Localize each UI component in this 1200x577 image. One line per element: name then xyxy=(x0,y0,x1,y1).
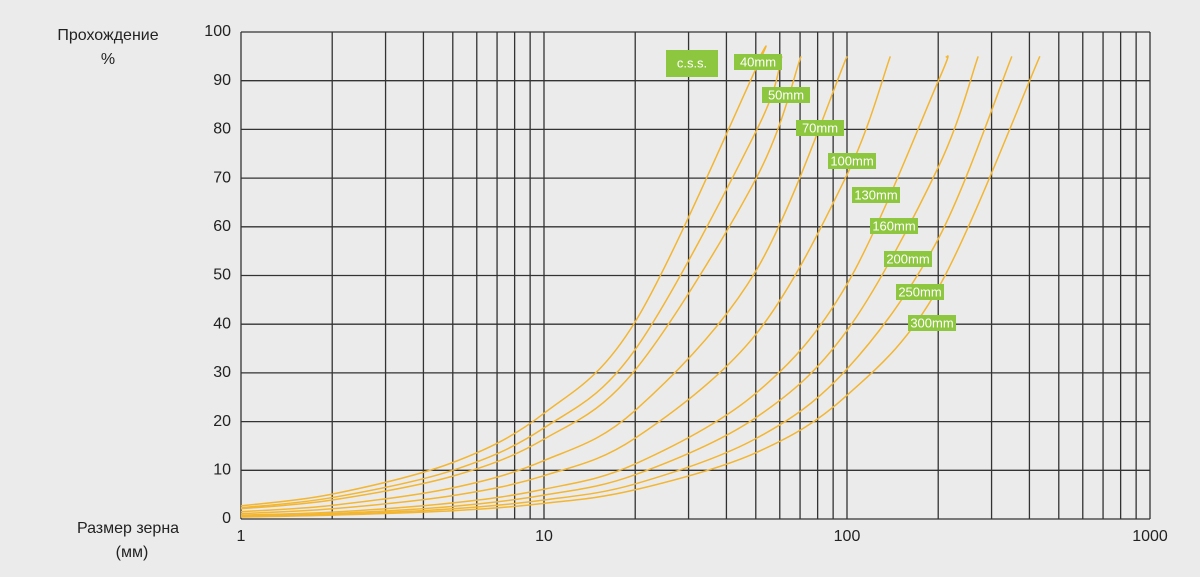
y-tick-label: 50 xyxy=(213,267,231,284)
legend-box xyxy=(796,120,844,136)
legend-box xyxy=(896,284,944,300)
legend-box xyxy=(762,87,810,103)
legend-label: 250mm xyxy=(898,284,941,299)
legend-title-box xyxy=(666,50,718,77)
legend-box xyxy=(908,315,956,331)
legend-box xyxy=(870,218,918,234)
x-axis-title: (мм) xyxy=(116,544,149,561)
legend-box xyxy=(852,187,900,203)
y-tick-label: 20 xyxy=(213,413,231,430)
y-axis-title: Прохождение xyxy=(57,27,158,44)
legend-label: 300mm xyxy=(910,315,953,330)
legend-label: 40mm xyxy=(740,54,776,69)
y-tick-label: 40 xyxy=(213,315,231,332)
legend-box xyxy=(734,54,782,70)
series-line xyxy=(240,56,783,509)
y-tick-label: 70 xyxy=(213,169,231,186)
legend-label: 130mm xyxy=(854,187,897,202)
series-line xyxy=(240,56,848,513)
y-axis-title: % xyxy=(101,51,115,68)
y-tick-label: 30 xyxy=(213,364,231,381)
y-tick-label: 80 xyxy=(213,121,231,138)
x-tick-label: 10 xyxy=(535,528,553,545)
x-tick-label: 1 xyxy=(237,528,246,545)
legend-label: 100mm xyxy=(830,153,873,168)
legend-title: c.s.s. xyxy=(677,55,707,70)
x-tick-label: 100 xyxy=(834,528,861,545)
legend-label: 50mm xyxy=(768,87,804,102)
x-tick-label: 1000 xyxy=(1132,528,1168,545)
y-tick-label: 0 xyxy=(222,510,231,527)
legend-label: 70mm xyxy=(802,120,838,135)
y-tick-label: 90 xyxy=(213,72,231,89)
legend-label: 160mm xyxy=(872,218,915,233)
y-tick-label: 100 xyxy=(204,23,231,40)
series-line xyxy=(240,56,979,517)
series-line xyxy=(240,56,1013,518)
legend-box xyxy=(884,251,932,267)
series-line xyxy=(240,55,949,516)
series-line xyxy=(240,56,892,515)
x-axis-title: Размер зерна xyxy=(77,520,179,537)
series-line xyxy=(240,56,802,510)
y-tick-label: 60 xyxy=(213,218,231,235)
legend-label: 200mm xyxy=(886,251,929,266)
y-tick-label: 10 xyxy=(213,462,231,479)
legend-box xyxy=(828,153,876,169)
series-line xyxy=(240,45,767,507)
